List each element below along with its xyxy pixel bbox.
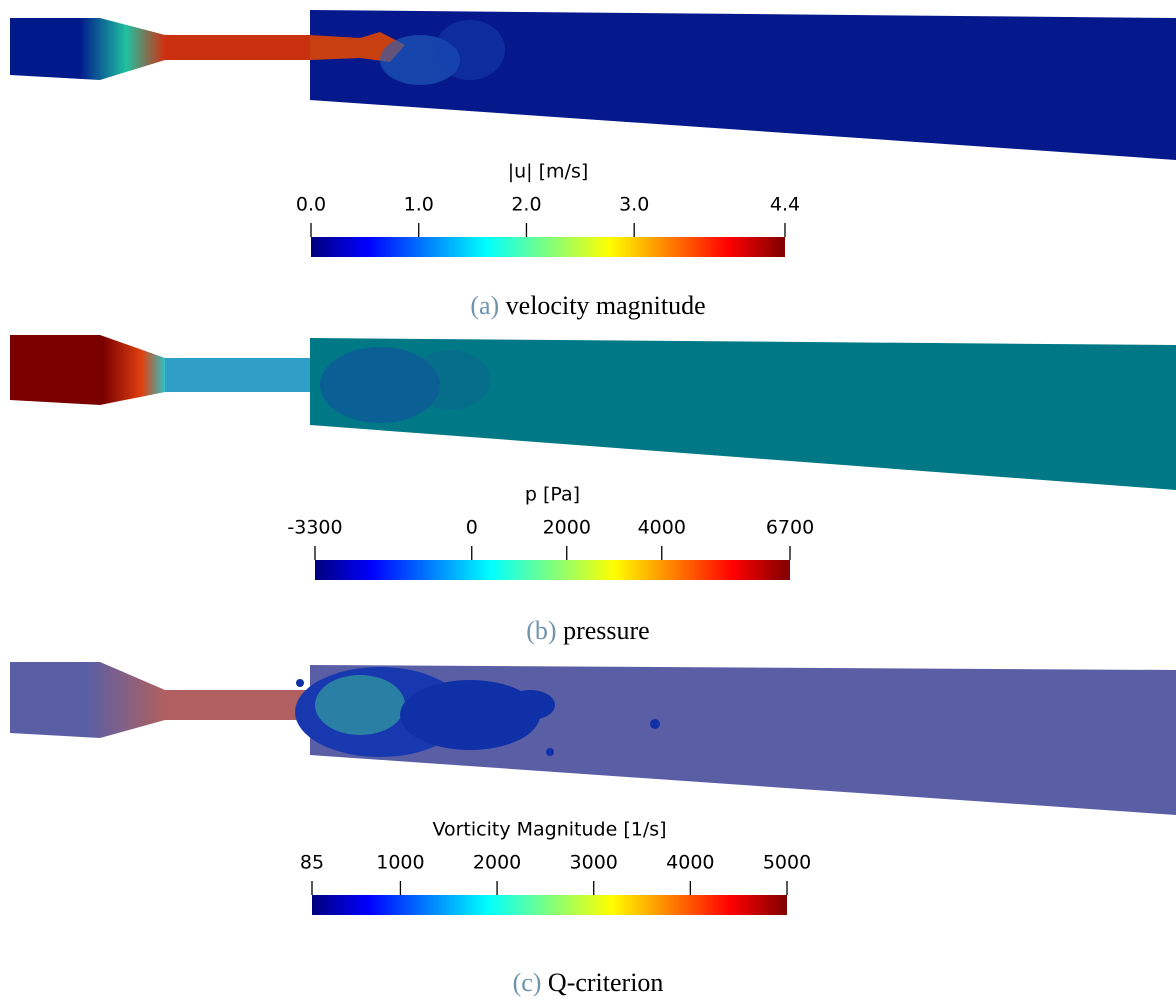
tick-label: 1.0 xyxy=(404,194,434,216)
velocity-field xyxy=(10,10,1176,160)
tick-label: -3300 xyxy=(287,517,342,539)
figure: |u| [m/s] 0.0 1.0 2.0 3.0 4.4 (a) velocity mag… xyxy=(0,0,1176,1005)
caption: (c) Q-criterion xyxy=(513,968,664,997)
tick-label: 4.4 xyxy=(770,194,800,216)
tick-label: 3.0 xyxy=(619,194,649,216)
tick-label: 0.0 xyxy=(296,194,326,216)
tick-label: 2000 xyxy=(473,852,521,874)
tick-label: 2000 xyxy=(543,517,591,539)
caption: (a) velocity magnitude xyxy=(470,291,705,320)
colorbar xyxy=(312,895,787,915)
colorbar-label: Vorticity Magnitude [1/s] xyxy=(432,819,666,841)
colorbar xyxy=(315,560,790,580)
colorbar xyxy=(311,237,785,257)
caption-label: (a) xyxy=(470,291,499,320)
colorbar-label: |u| [m/s] xyxy=(508,161,589,183)
colorbar-label: p [Pa] xyxy=(525,484,580,506)
tick-label: 4000 xyxy=(666,852,714,874)
tick-label: 85 xyxy=(300,852,324,874)
caption-text: Q-criterion xyxy=(548,968,664,997)
tick-label: 6700 xyxy=(766,517,814,539)
colorbars: |u| [m/s] 0.0 1.0 2.0 3.0 4.4 (a) velocity mag… xyxy=(287,161,814,997)
tick-label: 3000 xyxy=(570,852,618,874)
caption-text: velocity magnitude xyxy=(506,291,706,320)
caption-label: (c) xyxy=(513,968,542,997)
tick-label: 0 xyxy=(466,517,478,539)
tick-label: 1000 xyxy=(376,852,424,874)
caption-label: (b) xyxy=(526,616,556,645)
tick-label: 4000 xyxy=(638,517,686,539)
caption-text: pressure xyxy=(563,616,650,645)
tick-label: 5000 xyxy=(763,852,811,874)
pressure-field xyxy=(10,335,1176,490)
caption: (b) pressure xyxy=(526,616,649,645)
q-criterion-field xyxy=(10,662,1176,815)
tick-label: 2.0 xyxy=(511,194,541,216)
